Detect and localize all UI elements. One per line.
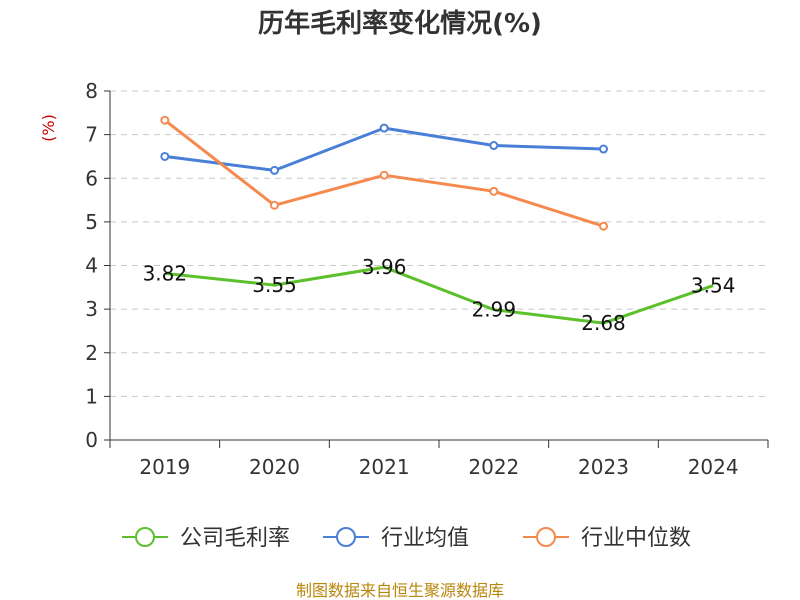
y-tick-label: 1 xyxy=(85,384,98,408)
y-tick-label: 2 xyxy=(85,341,98,365)
data-point xyxy=(270,165,279,175)
data-point xyxy=(379,123,389,133)
data-point xyxy=(599,221,608,231)
legend-marker xyxy=(336,527,356,547)
x-tick-label: 2019 xyxy=(139,455,190,479)
y-tick-label: 4 xyxy=(85,254,98,278)
data-point xyxy=(160,151,170,161)
legend-item-2[interactable]: 行业中位数 xyxy=(523,526,691,551)
data-label: 3.54 xyxy=(691,274,736,298)
x-tick-label: 2023 xyxy=(578,455,629,479)
x-tick-label: 2024 xyxy=(688,455,739,479)
y-tick-label: 5 xyxy=(85,210,98,234)
data-label: 3.96 xyxy=(362,255,407,279)
source-note: 制图数据来自恒生聚源数据库 xyxy=(296,581,504,600)
series-line-1 xyxy=(164,126,604,172)
y-tick-label: 6 xyxy=(85,166,98,190)
legend[interactable]: 公司毛利率 行业均值 行业中位数 xyxy=(122,526,691,551)
data-point xyxy=(379,170,389,180)
y-tick-label: 7 xyxy=(85,123,98,147)
x-tick-label: 2020 xyxy=(249,455,300,479)
y-tick-label: 0 xyxy=(85,428,98,452)
legend-marker xyxy=(536,527,556,547)
y-tick-label: 3 xyxy=(85,297,98,321)
data-label: 2.68 xyxy=(581,311,626,335)
y-tick-label: 8 xyxy=(85,79,98,103)
axes: 0 1 2 3 4 5 6 7 8 2019 2020 2021 2022 2023 2024 xyxy=(85,79,769,479)
legend-item-0[interactable]: 公司毛利率 xyxy=(122,526,290,551)
x-tick-label: 2021 xyxy=(359,455,410,479)
series-line-0 xyxy=(164,265,714,325)
data-point xyxy=(270,200,279,210)
data-label: 2.99 xyxy=(472,298,517,322)
data-label: 3.82 xyxy=(143,261,188,285)
series-group: 3.82 3.55 3.96 2.99 2.68 3.54 xyxy=(143,115,736,335)
data-point xyxy=(489,141,499,151)
data-label: 3.55 xyxy=(252,273,297,297)
y-axis-label: (%) xyxy=(39,114,58,142)
legend-label: 公司毛利率 xyxy=(180,526,290,551)
legend-label: 行业中位数 xyxy=(581,526,691,551)
legend-label: 行业均值 xyxy=(381,526,469,551)
data-point xyxy=(489,186,499,196)
x-tick-label: 2022 xyxy=(468,455,519,479)
chart-title: 历年毛利率变化情况(%) xyxy=(258,8,542,39)
data-point xyxy=(160,115,170,125)
data-point xyxy=(599,144,608,154)
legend-marker xyxy=(135,527,155,547)
legend-item-1[interactable]: 行业均值 xyxy=(323,526,469,551)
